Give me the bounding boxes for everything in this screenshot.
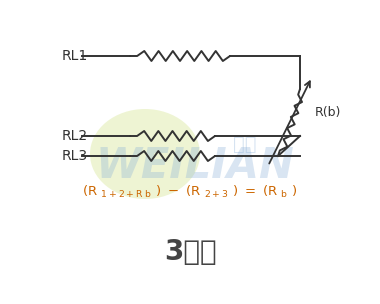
- Text: $\mathregular{(R\ _{1+2+R\ b}\ )\ -\ (R\ _{2+3}\ )\ =\ (R\ _b\ )}$: $\mathregular{(R\ _{1+2+R\ b}\ )\ -\ (R\…: [82, 184, 298, 200]
- Text: 3线制: 3线制: [164, 238, 216, 266]
- Text: 维连: 维连: [233, 134, 257, 154]
- Text: WEILIAN: WEILIAN: [95, 145, 294, 187]
- Ellipse shape: [90, 109, 200, 199]
- Text: R(b): R(b): [315, 106, 341, 119]
- Text: RL3: RL3: [62, 149, 88, 163]
- Text: RL1: RL1: [62, 49, 88, 63]
- Text: RL2: RL2: [62, 129, 88, 143]
